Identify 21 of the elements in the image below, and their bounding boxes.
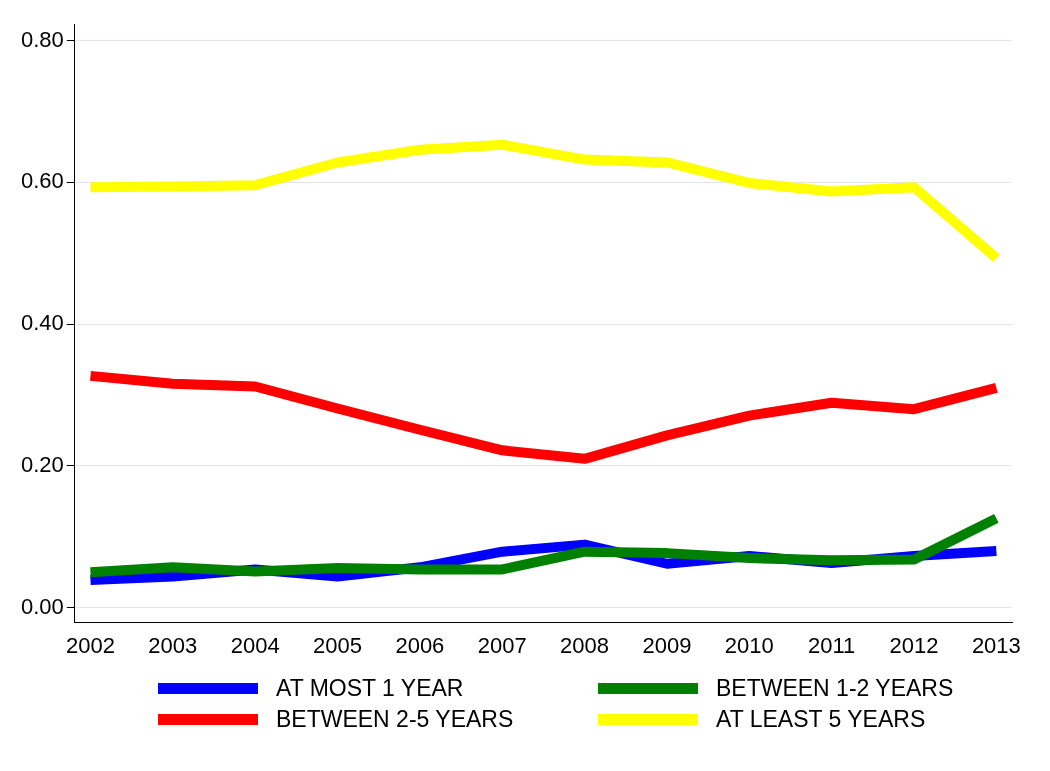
y-tick-label: 0.80	[20, 26, 64, 52]
x-tick-label: 2010	[724, 632, 774, 658]
x-tick-label: 2011	[807, 632, 856, 658]
legend-label: AT LEAST 5 YEARS	[716, 706, 926, 733]
x-tick-label: 2006	[395, 632, 445, 658]
legend-label: BETWEEN 1-2 YEARS	[716, 675, 954, 702]
x-tick-label: 2007	[477, 632, 527, 658]
legend-label: BETWEEN 2-5 YEARS	[276, 706, 514, 733]
x-tick-label: 2005	[313, 632, 362, 658]
y-tick-label: 0.20	[20, 451, 64, 477]
legend-label: AT MOST 1 YEAR	[276, 675, 464, 702]
y-tick-label: 0.00	[20, 593, 64, 619]
x-tick-label: 2008	[560, 632, 610, 658]
x-tick-label: 2004	[230, 632, 280, 658]
y-tick-label: 0.60	[20, 168, 64, 194]
x-tick-label: 2012	[889, 632, 939, 658]
x-tick-label: 2013	[971, 632, 1021, 658]
x-tick-label: 2009	[642, 632, 692, 658]
x-tick-label: 2002	[65, 632, 115, 658]
y-tick-label: 0.40	[20, 310, 64, 336]
x-tick-label: 2003	[148, 632, 198, 658]
